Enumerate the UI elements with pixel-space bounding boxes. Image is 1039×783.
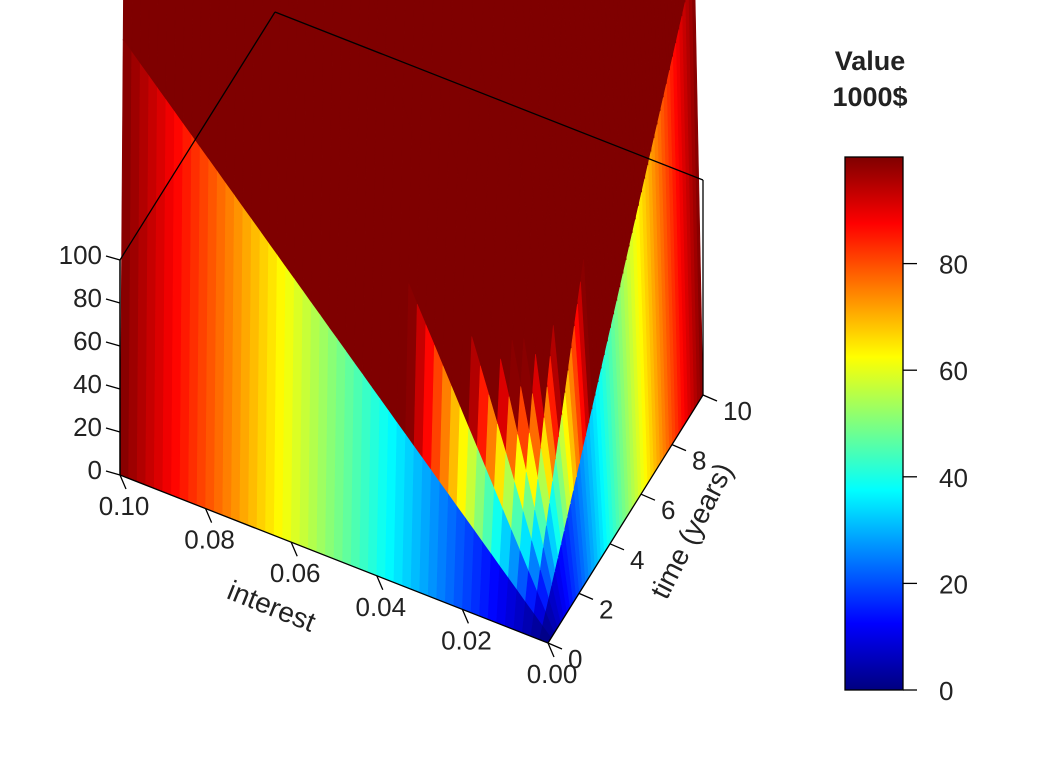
y-tick-label: 6 xyxy=(661,495,675,525)
z-tick xyxy=(105,470,121,476)
x-tick xyxy=(205,508,213,523)
y-tick xyxy=(640,493,656,501)
colorbar-title-line2: 1000$ xyxy=(832,82,907,112)
z-tick xyxy=(105,255,121,261)
axes: 0.000.020.040.060.080.100246810020406080… xyxy=(59,240,752,689)
z-tick-label: 100 xyxy=(59,240,102,270)
z-tick-label: 60 xyxy=(73,326,102,356)
z-tick-label: 80 xyxy=(73,283,102,313)
x-tick xyxy=(461,609,469,624)
y-tick-label: 8 xyxy=(692,446,706,476)
colorbar-title-line1: Value xyxy=(835,46,906,76)
y-tick-label: 2 xyxy=(599,594,613,624)
y-axis-title: time (years) xyxy=(644,458,739,604)
x-tick-label: 0.04 xyxy=(355,592,406,622)
z-tick xyxy=(105,298,121,304)
y-tick xyxy=(609,543,625,551)
y-tick xyxy=(547,642,563,650)
x-tick-label: 0.10 xyxy=(99,491,150,521)
z-tick-label: 40 xyxy=(73,369,102,399)
colorbar-tick-label: 60 xyxy=(939,356,968,386)
x-tick-label: 0.08 xyxy=(184,525,235,555)
colorbar-tick-label: 0 xyxy=(939,676,953,706)
y-tick-label: 10 xyxy=(723,396,752,426)
box-edge xyxy=(119,11,276,261)
x-tick-label: 0.00 xyxy=(527,659,578,689)
y-axis-line xyxy=(547,394,704,644)
z-tick xyxy=(105,384,121,390)
z-tick xyxy=(105,341,121,347)
box-edge xyxy=(274,11,704,181)
z-tick-label: 0 xyxy=(88,455,102,485)
x-tick xyxy=(290,541,298,557)
colorbar-tick-label: 80 xyxy=(939,250,968,280)
y-tick-label: 0 xyxy=(568,644,582,674)
x-tick xyxy=(376,575,384,591)
y-tick xyxy=(578,592,594,600)
z-tick xyxy=(105,427,121,433)
x-tick xyxy=(119,474,127,490)
x-axis-line xyxy=(119,474,549,644)
colorbar: Value 1000$ 0 20 40 60 80 xyxy=(832,46,967,706)
y-tick-label: 4 xyxy=(630,545,644,575)
y-tick xyxy=(702,394,718,402)
colorbar-tick-label: 40 xyxy=(939,463,968,493)
y-tick xyxy=(671,444,687,452)
colorbar-tick-label: 20 xyxy=(939,569,968,599)
x-tick-label: 0.06 xyxy=(270,558,321,588)
surface-plot xyxy=(119,0,704,644)
x-tick xyxy=(547,642,555,658)
surface-facet xyxy=(487,0,495,37)
colorbar-gradient xyxy=(844,156,904,691)
z-tick-label: 20 xyxy=(73,412,102,442)
x-tick-label: 0.02 xyxy=(441,625,492,655)
